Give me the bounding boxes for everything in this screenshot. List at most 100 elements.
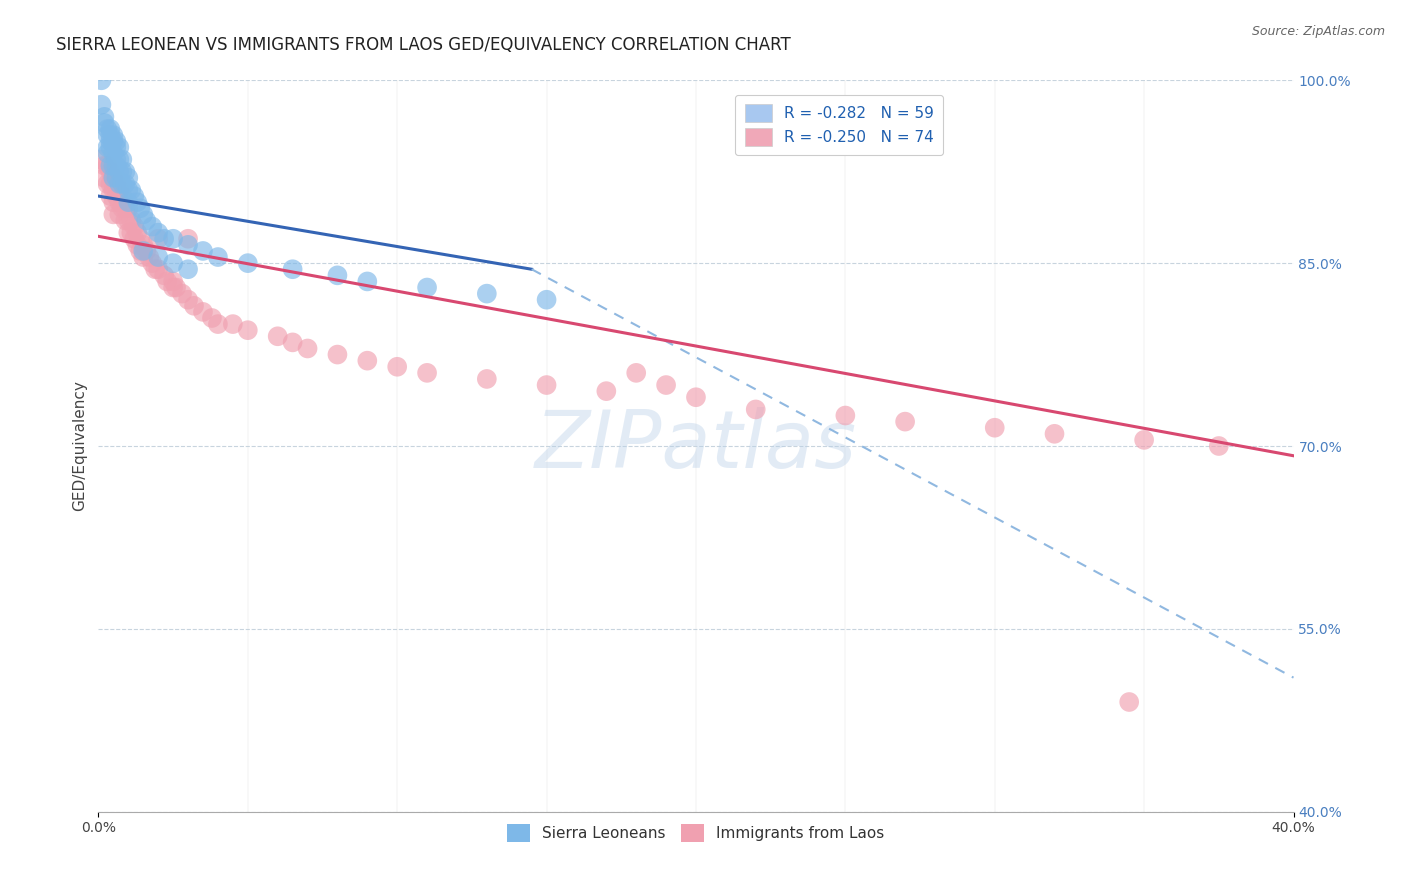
Point — [117, 183, 139, 197]
Point — [111, 201, 134, 215]
Point — [143, 262, 166, 277]
Point — [98, 177, 122, 191]
Point — [114, 201, 136, 215]
Text: SIERRA LEONEAN VS IMMIGRANTS FROM LAOS GED/EQUIVALENCY CORRELATION CHART: SIERRA LEONEAN VS IMMIGRANTS FROM LAOS G… — [56, 36, 792, 54]
Point — [129, 232, 152, 246]
Point — [201, 310, 224, 325]
Point — [156, 275, 179, 289]
Point — [120, 226, 142, 240]
Point — [96, 140, 118, 154]
Point — [416, 366, 439, 380]
Point — [1208, 439, 1230, 453]
Point — [127, 238, 149, 252]
Point — [105, 140, 128, 154]
Point — [103, 128, 125, 142]
Point — [135, 213, 157, 227]
Point — [117, 170, 139, 185]
Point — [124, 189, 146, 203]
Point — [129, 244, 152, 258]
Point — [141, 219, 163, 234]
Point — [103, 207, 125, 221]
Point — [105, 159, 128, 173]
Point — [475, 372, 498, 386]
Point — [148, 226, 170, 240]
Point — [108, 195, 131, 210]
Point — [96, 177, 118, 191]
Point — [135, 244, 157, 258]
Point — [96, 122, 118, 136]
Point — [105, 177, 128, 191]
Point — [105, 170, 128, 185]
Point — [834, 409, 856, 423]
Point — [98, 164, 122, 178]
Point — [153, 232, 176, 246]
Point — [162, 280, 184, 294]
Point — [281, 335, 304, 350]
Point — [105, 189, 128, 203]
Point — [114, 164, 136, 178]
Point — [98, 189, 122, 203]
Point — [685, 390, 707, 404]
Point — [416, 280, 439, 294]
Point — [93, 116, 115, 130]
Point — [162, 275, 184, 289]
Point — [124, 232, 146, 246]
Point — [177, 232, 200, 246]
Point — [98, 128, 122, 142]
Point — [114, 177, 136, 191]
Point — [93, 110, 115, 124]
Point — [111, 164, 134, 178]
Point — [108, 177, 131, 191]
Point — [148, 262, 170, 277]
Point — [117, 213, 139, 227]
Point — [236, 256, 259, 270]
Point — [148, 250, 170, 264]
Point — [96, 128, 118, 142]
Point — [117, 201, 139, 215]
Point — [111, 153, 134, 167]
Point — [132, 244, 155, 258]
Point — [177, 238, 200, 252]
Point — [90, 97, 112, 112]
Point — [385, 359, 409, 374]
Point — [267, 329, 290, 343]
Point — [626, 366, 648, 380]
Y-axis label: GED/Equivalency: GED/Equivalency — [72, 381, 87, 511]
Point — [183, 299, 205, 313]
Text: ZIPatlas: ZIPatlas — [534, 407, 858, 485]
Point — [96, 146, 118, 161]
Point — [108, 140, 131, 154]
Point — [148, 232, 170, 246]
Point — [120, 213, 142, 227]
Point — [103, 170, 125, 185]
Point — [326, 268, 349, 283]
Point — [96, 159, 118, 173]
Point — [655, 378, 678, 392]
Point — [222, 317, 245, 331]
Point — [108, 153, 131, 167]
Point — [120, 183, 142, 197]
Point — [984, 421, 1007, 435]
Point — [297, 342, 319, 356]
Point — [191, 305, 214, 319]
Point — [132, 238, 155, 252]
Point — [326, 347, 349, 362]
Point — [153, 268, 176, 283]
Point — [132, 250, 155, 264]
Point — [108, 164, 131, 178]
Point — [745, 402, 768, 417]
Point — [281, 262, 304, 277]
Point — [108, 207, 131, 221]
Point — [93, 170, 115, 185]
Point — [894, 415, 917, 429]
Point — [98, 122, 122, 136]
Point — [536, 293, 558, 307]
Point — [114, 213, 136, 227]
Point — [103, 195, 125, 210]
Point — [127, 195, 149, 210]
Point — [103, 134, 125, 148]
Point — [207, 250, 229, 264]
Point — [98, 159, 122, 173]
Point — [475, 286, 498, 301]
Point — [90, 153, 112, 167]
